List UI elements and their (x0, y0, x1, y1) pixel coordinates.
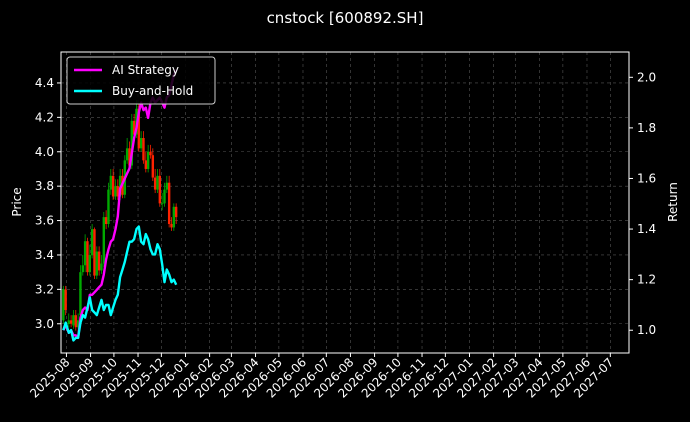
candle-body (144, 160, 148, 169)
candle-body (139, 138, 143, 149)
plot-frame (60, 51, 630, 354)
legend: AI Strategy Buy-and-Hold (66, 56, 216, 105)
series-buy-and-hold-line (62, 225, 178, 342)
candle-body (111, 175, 115, 197)
candle-body (104, 217, 108, 224)
chart-title: cnstock [600892.SH] (267, 9, 424, 27)
candle-body (160, 203, 164, 205)
y-tick-label: 4.0 (35, 145, 54, 159)
y-tick-label: 3.8 (35, 179, 54, 193)
y2-tick-label: 1.0 (637, 323, 656, 337)
candle-body (130, 120, 134, 166)
candle-body (81, 265, 84, 273)
candle-body (114, 186, 117, 197)
y2-tick-label: 1.4 (637, 222, 656, 236)
candle-body (153, 177, 157, 190)
candle-body (79, 272, 82, 316)
candle-body (151, 155, 155, 178)
candle-body (165, 182, 169, 190)
candle-body (95, 251, 98, 276)
candle-body (100, 263, 103, 271)
candle-body (72, 315, 75, 326)
candle-body (93, 229, 96, 276)
candle-body (90, 229, 94, 255)
candle-body (132, 120, 136, 135)
candle-body (128, 148, 131, 166)
candle-body (83, 241, 87, 266)
candle-body (158, 175, 162, 204)
candle-body (146, 151, 150, 169)
candle-body (109, 175, 112, 190)
candle-body (116, 186, 119, 197)
candle-body (137, 108, 141, 149)
candle-body (167, 182, 171, 224)
candle-body (88, 254, 91, 273)
candle-body (74, 315, 77, 328)
candle-body (97, 251, 101, 271)
y2-tick-label: 1.8 (637, 121, 656, 135)
legend-label-ai: AI Strategy (112, 63, 179, 77)
y2-tick-label: 1.2 (637, 273, 656, 287)
candle-body (163, 189, 166, 204)
y-tick-label: 3.4 (35, 248, 54, 262)
y-tick-label: 3.6 (35, 214, 54, 228)
y2-axis-label: Return (666, 182, 680, 222)
candle-body (174, 206, 178, 218)
legend-label-bh: Buy-and-Hold (112, 84, 193, 98)
y2-tick-label: 2.0 (637, 70, 656, 84)
candle-body (107, 189, 110, 224)
candle-body (67, 320, 70, 324)
candle-body (102, 217, 105, 264)
y-axis-label: Price (10, 187, 24, 216)
candle-body (156, 175, 159, 190)
candle-body (69, 320, 73, 324)
candle-body (142, 138, 145, 161)
candle-body (64, 289, 67, 310)
y2-tick-label: 1.6 (637, 171, 656, 185)
candle-body (172, 206, 176, 228)
y-tick-label: 3.2 (35, 282, 54, 296)
candle-body (86, 241, 89, 273)
candle-body (149, 151, 152, 156)
legend-box (66, 56, 216, 105)
y-tick-label: 4.2 (35, 110, 54, 124)
candle-body (170, 224, 173, 228)
candle-body (62, 289, 65, 321)
y-tick-label: 3.0 (35, 317, 54, 331)
y-tick-label: 4.4 (35, 76, 54, 90)
candle-body (125, 148, 129, 161)
candle-body (76, 320, 80, 328)
